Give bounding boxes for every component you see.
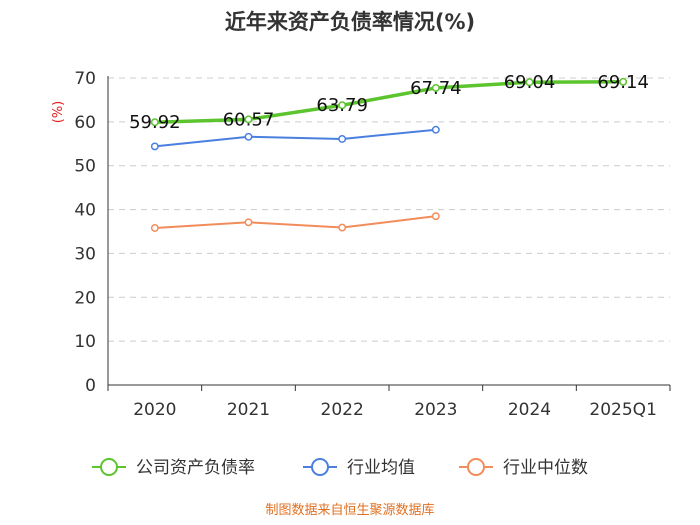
- y-tick-label: 0: [85, 376, 96, 396]
- data-point: [338, 135, 347, 143]
- y-tick-label: 20: [74, 288, 96, 308]
- data-point: [150, 142, 159, 151]
- x-tick-label: 2021: [227, 400, 270, 420]
- series-line-0: [154, 80, 624, 124]
- legend-label: 行业中位数: [503, 458, 588, 478]
- x-tick-label: 2024: [508, 400, 551, 420]
- series-line-1: [154, 128, 436, 148]
- data-point: [431, 212, 440, 221]
- data-point: [525, 78, 534, 87]
- x-tick-label: 2023: [414, 400, 457, 420]
- y-axis-label: (%): [51, 101, 66, 124]
- x-tick-label: 2020: [133, 400, 176, 420]
- x-tick-label: 2022: [321, 400, 364, 420]
- grid: [108, 77, 670, 342]
- y-tick-label: 70: [74, 69, 96, 89]
- data-point: [150, 118, 159, 127]
- legend-item-0[interactable]: 公司资产负债率: [92, 458, 255, 478]
- data-point: [431, 83, 440, 92]
- data-point: [150, 224, 159, 232]
- legend-item-1[interactable]: 行业均值: [303, 458, 415, 478]
- chart-title: 近年来资产负债率情况(%): [225, 10, 475, 34]
- y-tick-label: 50: [74, 157, 96, 177]
- data-point: [244, 115, 253, 124]
- data-point: [244, 132, 253, 141]
- legend-label: 行业均值: [347, 458, 415, 478]
- series-line-2: [154, 215, 436, 229]
- y-tick-label: 30: [74, 244, 96, 264]
- data-point: [431, 125, 440, 134]
- data-label: 60.57: [223, 109, 275, 130]
- legend-marker: [467, 458, 485, 476]
- source-note: 制图数据来自恒生聚源数据库: [265, 502, 434, 518]
- legend-item-2[interactable]: 行业中位数: [459, 458, 588, 478]
- data-label: 59.92: [129, 112, 181, 133]
- data-label: 67.74: [410, 78, 462, 99]
- data-label: 69.14: [597, 72, 649, 93]
- y-tick-label: 40: [74, 201, 96, 221]
- data-point: [619, 77, 628, 86]
- data-label: 69.04: [504, 72, 556, 93]
- series-layer: [150, 77, 628, 232]
- x-tick-label: 2025Q1: [589, 400, 656, 420]
- data-point: [244, 218, 253, 227]
- legend-label: 公司资产负债率: [136, 458, 255, 478]
- y-tick-label: 60: [74, 113, 96, 133]
- axes: 0 10 20 30 40 50 60 70 2020 2021 2022 2023 2024 2025Q…: [74, 69, 671, 420]
- data-point: [338, 101, 347, 110]
- data-point: [338, 223, 347, 232]
- legend-marker: [311, 458, 329, 476]
- legend-marker: [100, 458, 118, 476]
- data-labels: 59.92 60.57 63.79 67.74 69.04 69.14: [129, 72, 649, 133]
- data-label: 63.79: [316, 95, 368, 116]
- legend[interactable]: 公司资产负债率 行业均值 行业中位数: [92, 458, 588, 478]
- y-tick-label: 10: [74, 332, 96, 352]
